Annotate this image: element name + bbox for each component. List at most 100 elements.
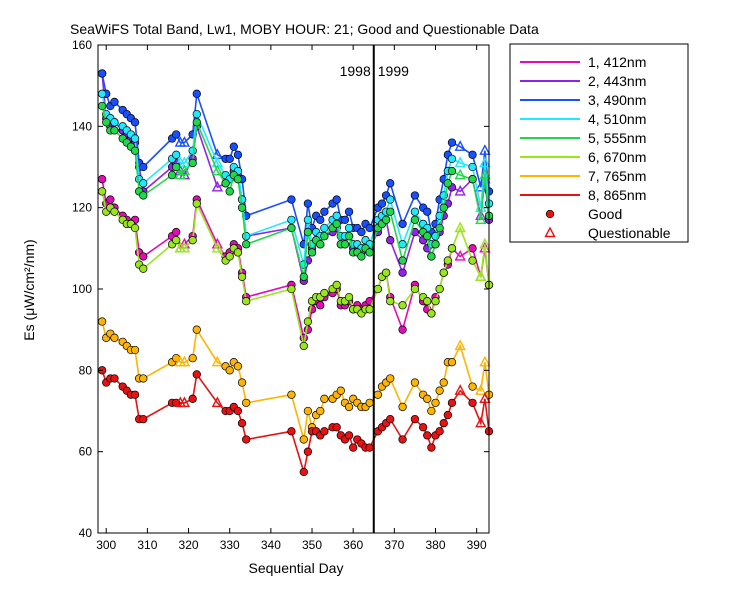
y-axis: 40 60 80 100 120 140 160 [72,38,489,540]
data-point-good [398,301,407,310]
legend-box [509,43,689,243]
data-point-good [237,272,247,281]
data-point-good [287,215,296,225]
data-point-good [410,191,420,200]
data-point-good [192,118,201,127]
data-point-good [303,199,313,208]
data-point-questionable [475,270,487,281]
data-point-good [172,150,181,159]
data-point-good [316,301,325,310]
data-point-good [344,292,354,302]
data-point-questionable [454,384,466,395]
data-point-good [431,398,440,408]
data-point-questionable [211,180,224,192]
data-point-good [130,390,140,399]
legend-label-good: Good [588,206,622,222]
data-point-good [192,109,201,119]
data-point-good [423,394,432,403]
data-point-good [130,345,140,355]
data-point-good [344,223,354,233]
data-point-good [410,215,420,225]
data-point-good [110,207,119,216]
data-point-good [320,207,329,216]
data-point-good [172,236,181,245]
data-point-good [423,431,432,440]
legend-label: 1, 412nm [588,54,646,70]
data-point-good [410,378,420,387]
data-point-good [373,284,383,294]
legend-label: 2, 443nm [588,73,646,89]
x-tick-label: 380 [425,538,445,552]
data-point-good [139,374,148,383]
data-point-good [344,402,354,412]
legend-label: 6, 670nm [588,149,646,165]
data-point-good [188,394,197,403]
data-point-good [340,240,350,249]
data-point-good [447,244,457,253]
data-point-good [303,325,313,334]
x-tick-label: 390 [467,538,487,552]
data-point-good [303,227,313,237]
data-point-good [365,223,374,233]
data-point-good [172,162,181,172]
x-tick-label: 320 [179,538,199,552]
year-label-right: 1999 [378,63,409,79]
series-line [101,321,490,440]
data-point-good [97,69,107,78]
data-point-good [468,175,477,184]
data-point-good [336,386,345,395]
legend-label-questionable: Questionable [588,225,671,241]
data-point-questionable [178,241,191,253]
x-tick-label: 340 [261,538,281,552]
x-tick-label: 310 [137,538,157,552]
data-point-good [225,187,234,196]
data-point-good [242,240,251,249]
legend-label: 3, 490nm [588,92,646,108]
data-point-good [233,248,243,257]
data-point-questionable [211,241,224,253]
data-point-good [447,166,457,176]
data-point-questionable [178,136,191,147]
data-point-good [344,231,354,241]
data-point-good [332,195,341,204]
data-point-good [139,191,148,200]
data-point-questionable [178,396,191,408]
data-point-questionable [178,355,191,367]
data-point-good [287,284,296,294]
data-point-good [398,219,407,229]
x-tick-label: 350 [302,538,322,552]
data-point-good [332,423,341,432]
data-point-questionable [454,168,466,180]
data-point-good [435,284,444,294]
data-point-good [447,154,457,164]
data-point-good [386,236,395,245]
data-point-good [221,179,230,188]
data-point-good [130,118,140,127]
year-label-left: 1998 [340,63,371,79]
data-point-good [398,256,407,265]
data-point-good [468,256,477,265]
y-tick-label: 100 [72,282,92,296]
chart-title: SeaWiFS Total Band, Lw1, MOBY HOUR: 21; … [70,21,539,37]
data-point-good [287,390,296,399]
data-point-good [365,305,374,314]
data-point-good [447,398,457,408]
data-point-good [299,467,308,477]
data-point-good [237,378,247,387]
series-2 [97,69,494,286]
data-point-good [332,211,341,220]
data-point-good [418,423,428,432]
data-point-good [320,427,329,436]
data-point-good [320,288,329,298]
data-point-good [233,406,243,416]
data-point-good [316,406,325,416]
data-point-good [229,142,238,151]
data-point-good [303,317,313,326]
data-point-questionable [454,249,466,261]
series-line [101,370,490,473]
data-point-good [410,207,420,216]
data-point-questionable [479,144,491,155]
legend-label: 4, 510nm [588,111,646,127]
data-point-good [316,215,325,225]
